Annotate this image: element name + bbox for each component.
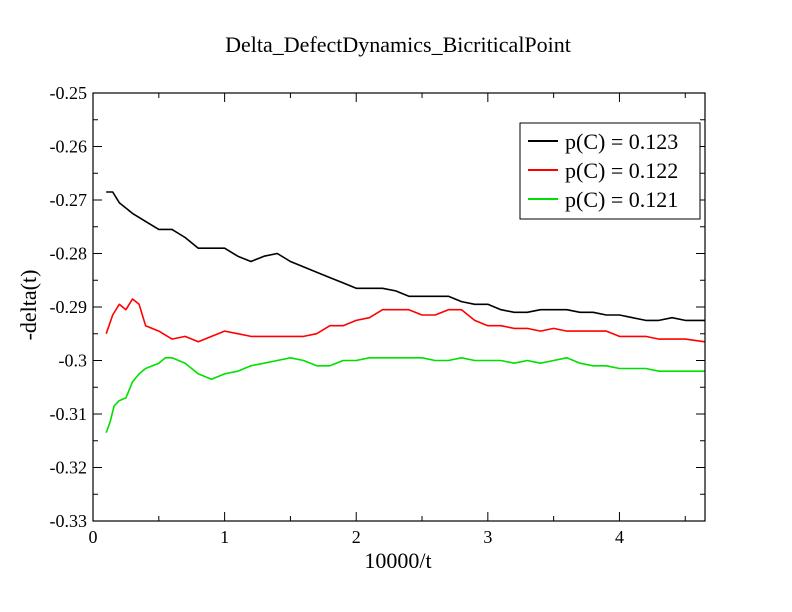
series-layer [105, 191, 706, 433]
y-tick-label: -0.26 [50, 137, 88, 157]
x-tick-label: 2 [352, 527, 361, 547]
y-tick-label: -0.29 [50, 297, 88, 317]
y-tick-label: -0.3 [59, 351, 88, 371]
series-line-1 [106, 191, 705, 322]
x-axis: 0 1 2 3 4 [89, 93, 686, 547]
x-tick-label: 1 [220, 527, 229, 547]
chart-title: Delta_DefectDynamics_BicriticalPoint [225, 32, 571, 57]
plot-frame [92, 92, 706, 522]
legend-label: p(C) = 0.123 [565, 129, 678, 154]
x-axis-label: 10000/t [364, 548, 431, 573]
x-tick-label: 4 [615, 527, 624, 547]
y-tick-label: -0.31 [50, 404, 88, 424]
y-tick-label: -0.25 [50, 83, 88, 103]
x-tick-label: 0 [89, 527, 98, 547]
series-line-2 [105, 298, 706, 343]
y-tick-label: -0.32 [50, 458, 88, 478]
y-tick-label: -0.27 [50, 190, 88, 210]
y-tick-label: -0.28 [50, 244, 88, 264]
legend: p(C) = 0.123 p(C) = 0.122 p(C) = 0.121 [519, 122, 701, 220]
legend-label: p(C) = 0.121 [565, 187, 678, 212]
legend-label: p(C) = 0.122 [565, 158, 678, 183]
y-tick-label: -0.33 [50, 511, 88, 531]
x-tick-label: 3 [483, 527, 492, 547]
y-axis-label: -delta(t) [16, 270, 41, 341]
series-line-3 [105, 356, 705, 433]
